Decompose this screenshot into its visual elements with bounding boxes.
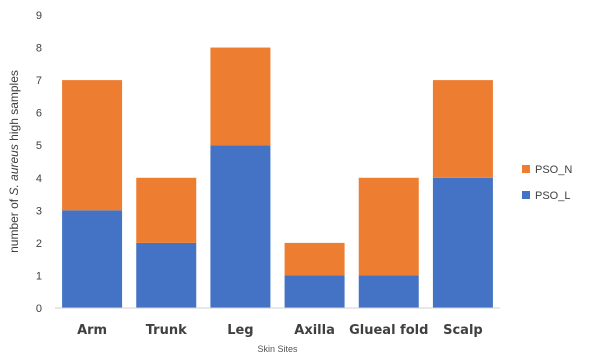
legend-swatch-pso-n [522,165,530,173]
y-axis-title-italic: S. aureus [7,144,21,195]
y-tick-label: 0 [36,303,42,315]
x-category-label: Glueal fold [349,323,428,338]
x-axis-categories: Arm Trunk Leg Axilla Glueal fold Scalp [77,323,483,338]
bar-pso-n-leg [210,47,271,146]
bar-pso-l-axilla [284,275,345,308]
y-tick-label: 5 [36,140,42,152]
legend-label-pso-l: PSO_L [535,190,570,202]
y-tick-label: 4 [36,173,42,185]
legend: PSO_N PSO_L [522,164,572,202]
bars-group [62,47,493,308]
bar-pso-n-arm [62,80,123,211]
x-category-label: Leg [227,323,253,338]
bar-pso-l-leg [210,145,271,308]
x-category-label: Arm [77,323,107,338]
y-tick-label: 9 [36,10,42,22]
bar-pso-l-arm [62,210,123,308]
y-tick-label: 1 [36,270,42,282]
y-tick-label: 2 [36,238,42,250]
y-tick-label: 6 [36,108,42,120]
bar-pso-n-axilla [284,242,345,276]
bar-pso-n-glueal-fold [358,177,419,276]
y-axis-title: number of S. aureus high samples [7,70,21,253]
bar-pso-l-glueal-fold [358,275,419,308]
bar-pso-l-scalp [432,177,493,308]
y-axis-ticks: 0 1 2 3 4 5 6 7 8 9 [36,10,42,315]
bar-pso-l-trunk [136,242,197,308]
x-category-label: Axilla [294,323,335,338]
x-category-label: Trunk [146,323,187,338]
x-axis-title: Skin Sites [257,344,298,354]
bar-pso-n-scalp [432,80,493,178]
bar-pso-n-trunk [136,177,197,243]
y-tick-label: 3 [36,205,42,217]
y-axis-title-prefix: number of [7,196,21,253]
x-category-label: Scalp [443,323,483,338]
legend-swatch-pso-l [522,191,530,199]
y-tick-label: 7 [36,75,42,87]
y-axis-title-suffix: high samples [7,70,21,144]
y-tick-label: 8 [36,43,42,55]
legend-label-pso-n: PSO_N [535,164,572,176]
